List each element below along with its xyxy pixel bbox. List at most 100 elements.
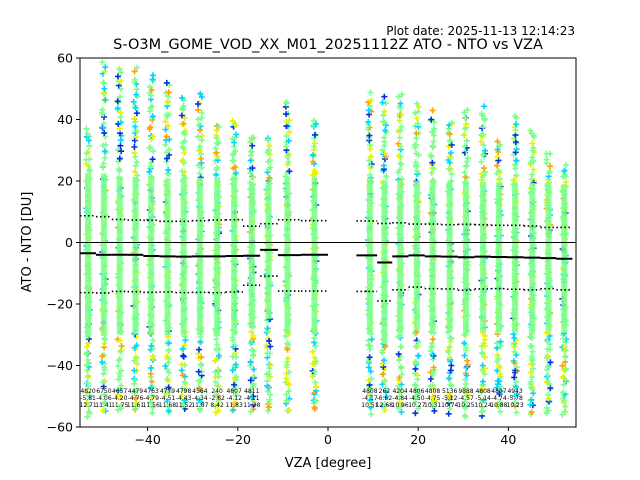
data-point xyxy=(86,143,93,150)
data-point xyxy=(461,143,468,150)
annotation-std: 10.27 xyxy=(408,402,425,409)
data-point xyxy=(147,384,154,391)
data-point xyxy=(118,402,125,409)
data-point xyxy=(561,409,568,415)
data-point xyxy=(494,138,501,145)
annotation-count: 4657 xyxy=(112,388,127,395)
data-point xyxy=(131,375,138,382)
annotation-mean: -4.74 xyxy=(491,395,507,402)
data-point xyxy=(560,381,567,388)
data-point xyxy=(479,125,486,132)
data-point xyxy=(150,148,157,155)
data-point xyxy=(430,138,437,145)
data-point xyxy=(514,391,520,398)
data-point xyxy=(431,125,438,132)
data-point xyxy=(100,110,107,117)
data-point xyxy=(562,403,569,410)
annotation-count: 262 xyxy=(379,388,391,395)
annotation-std: 10.31 xyxy=(424,402,441,409)
data-point xyxy=(149,103,155,110)
data-point xyxy=(396,166,403,173)
data-point xyxy=(513,379,520,386)
data-point xyxy=(231,342,238,349)
data-point xyxy=(195,368,202,375)
data-point xyxy=(382,127,389,134)
data-point xyxy=(250,333,257,339)
data-point xyxy=(447,334,453,341)
data-point xyxy=(381,378,388,385)
data-point xyxy=(150,133,156,140)
data-point xyxy=(530,166,537,173)
data-point xyxy=(414,100,421,107)
data-point xyxy=(162,126,169,133)
data-point xyxy=(283,111,290,118)
data-point xyxy=(179,372,186,379)
data-point xyxy=(84,400,90,407)
annotation-std: 10.24 xyxy=(475,402,492,409)
data-point xyxy=(397,332,404,338)
data-point xyxy=(379,147,386,154)
data-point xyxy=(478,138,485,145)
data-point xyxy=(231,381,238,388)
data-point xyxy=(512,113,519,120)
data-point xyxy=(163,111,170,118)
data-point xyxy=(286,129,293,136)
data-point xyxy=(381,357,387,364)
annotation-std: 10.51 xyxy=(361,402,378,409)
data-point xyxy=(149,337,156,344)
annotation-mean: -4.76 xyxy=(128,395,144,402)
data-point xyxy=(494,340,500,347)
data-point xyxy=(380,371,387,377)
data-point xyxy=(164,403,171,410)
annotation-mean: -2.62 xyxy=(209,395,225,402)
data-point xyxy=(117,109,124,116)
data-point xyxy=(115,146,121,153)
data-point xyxy=(214,382,221,389)
data-point xyxy=(398,409,405,415)
annotation-count: 6750 xyxy=(96,388,111,395)
data-point xyxy=(115,357,122,364)
data-point xyxy=(543,404,550,411)
annotation-std: 10.23 xyxy=(507,402,524,409)
data-point xyxy=(83,150,90,157)
data-point xyxy=(264,350,271,357)
data-point xyxy=(195,116,202,123)
data-point xyxy=(213,171,220,178)
annotation-mean: -5.14 xyxy=(475,395,491,402)
annotation-std: 11.75 xyxy=(111,402,128,409)
data-point xyxy=(249,165,256,172)
data-point xyxy=(480,340,487,347)
data-point xyxy=(179,139,186,146)
annotation-std: 12.71 xyxy=(80,402,97,409)
data-point xyxy=(412,381,418,388)
data-point xyxy=(313,397,320,404)
annotation-count: 4808 xyxy=(362,388,377,395)
data-point xyxy=(102,133,109,140)
data-point xyxy=(462,115,469,122)
data-point xyxy=(398,365,405,372)
data-point xyxy=(447,150,454,156)
y-tick-label: −60 xyxy=(47,420,73,435)
data-point xyxy=(100,120,107,127)
data-point xyxy=(366,102,373,109)
data-point xyxy=(313,358,320,365)
data-point xyxy=(148,86,155,93)
data-point xyxy=(528,353,535,360)
density-band xyxy=(132,177,139,335)
data-point xyxy=(195,133,201,140)
data-point xyxy=(544,338,551,345)
data-point xyxy=(478,171,485,178)
data-point xyxy=(131,115,138,122)
data-point xyxy=(164,99,171,106)
data-point xyxy=(264,325,271,332)
data-point xyxy=(195,162,202,169)
data-point xyxy=(310,117,317,124)
data-point xyxy=(118,343,125,349)
data-point xyxy=(415,120,422,127)
data-point xyxy=(448,362,455,369)
data-point xyxy=(365,119,372,126)
data-point xyxy=(398,91,405,98)
data-point xyxy=(561,167,568,174)
